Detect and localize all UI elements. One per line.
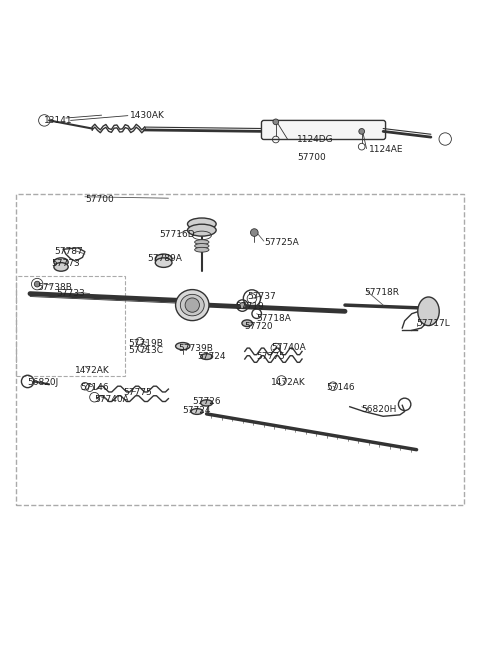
Ellipse shape [195,239,209,245]
Ellipse shape [201,354,213,359]
Text: 57719: 57719 [235,302,264,311]
Text: 13141: 13141 [44,116,73,125]
Text: 57700: 57700 [297,153,326,162]
Text: 1472AK: 1472AK [75,367,110,375]
Text: 1430AK: 1430AK [130,111,165,120]
FancyBboxPatch shape [262,121,385,140]
Text: 57724: 57724 [183,405,211,415]
Text: 56820J: 56820J [28,379,59,388]
Circle shape [185,298,199,312]
Circle shape [251,229,258,236]
Text: 57789A: 57789A [147,255,182,263]
Ellipse shape [418,297,439,325]
Circle shape [240,302,245,308]
Circle shape [359,129,364,134]
Text: 57775: 57775 [257,352,286,361]
Ellipse shape [188,218,216,230]
Text: 57718A: 57718A [257,314,291,323]
Bar [16,276,125,376]
Text: 57740A: 57740A [95,395,129,404]
Ellipse shape [176,342,190,350]
Text: 57773: 57773 [51,259,80,268]
Text: 57737: 57737 [247,293,276,302]
Ellipse shape [191,409,203,415]
Ellipse shape [156,254,172,264]
Text: 57700: 57700 [85,195,114,203]
Text: 57146: 57146 [326,383,355,392]
Text: 57717L: 57717L [417,319,450,328]
Text: 57146: 57146 [80,383,109,392]
Text: 1124DG: 1124DG [297,135,334,144]
Text: 57775: 57775 [123,388,152,397]
Text: 57738B: 57738B [37,283,72,292]
Circle shape [273,119,279,125]
Ellipse shape [195,247,209,252]
Ellipse shape [188,224,216,236]
Text: 57787: 57787 [54,247,83,256]
Text: 57719B: 57719B [128,338,163,348]
Ellipse shape [195,243,209,249]
Text: 56820H: 56820H [362,405,397,414]
Text: 57718R: 57718R [364,288,399,297]
Text: 57713C: 57713C [128,346,163,356]
Text: 57716D: 57716D [159,230,194,239]
Text: 57733: 57733 [56,289,85,298]
Text: 1124AE: 1124AE [369,144,403,154]
Circle shape [34,281,40,287]
Ellipse shape [156,258,172,268]
Text: 57720: 57720 [245,322,274,331]
Text: 57725A: 57725A [264,237,299,247]
Ellipse shape [54,262,68,271]
Text: 57740A: 57740A [271,342,306,352]
Ellipse shape [201,400,213,406]
Text: 57724: 57724 [197,352,226,361]
Text: 57726: 57726 [192,398,221,407]
Ellipse shape [54,258,68,266]
Ellipse shape [242,320,252,327]
Ellipse shape [176,289,209,321]
Text: 57739B: 57739B [178,344,213,352]
Text: 1472AK: 1472AK [271,379,306,388]
Ellipse shape [180,295,204,316]
